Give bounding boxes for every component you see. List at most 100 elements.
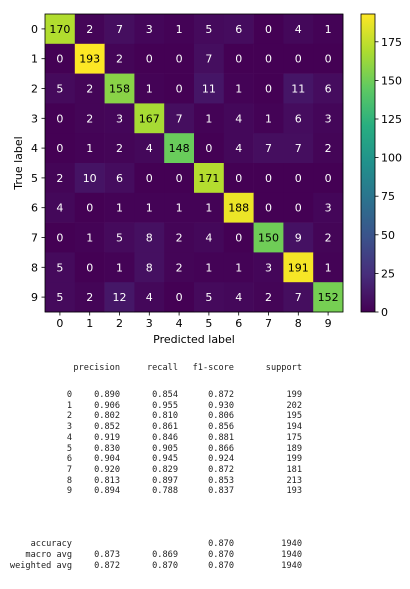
cell-value-label: 0 [265,83,272,96]
report-cell: 0.920 [94,464,120,475]
cell-value-label: 0 [235,232,242,245]
report-summary-cell: 0.869 [152,550,178,560]
heatmap-cell [313,73,344,104]
report-cell: 0.810 [152,411,178,422]
cell-value-label: 5 [56,291,63,304]
x-axis-label: Predicted label [153,333,235,346]
cell-value-label: 10 [83,172,97,185]
confusion-matrix-chart: 170 2 7 3 1 5 6 0 4 10 193 2 0 0 7 0 0 0 05 2 158 1 0 11 1 0 11 60 2… [12,13,402,346]
heatmap-cell [164,163,195,194]
heatmap-cell [74,252,105,283]
cell-value-label: 5 [205,23,212,36]
heatmap-cell [313,222,344,253]
report-cell: 0.904 [94,454,120,465]
x-tick-label: 5 [205,317,212,330]
cell-value-label: 2 [86,83,93,96]
cell-value-label: 1 [205,261,212,274]
heatmap-cell [134,43,165,74]
colorbar-ticks: 0 25 50 75 100 125 150 175 [375,36,402,319]
heatmap-cell [194,163,225,194]
y-tick-label: 2 [31,83,38,96]
heatmap-cell [253,282,284,313]
cell-value-label: 0 [146,172,153,185]
cell-value-label: 0 [86,261,93,274]
y-axis-label: True label [12,136,25,190]
cell-value-label: 2 [116,142,123,155]
report-summary-cell: 0.870 [208,561,234,571]
cell-value-label: 4 [235,112,242,125]
cell-value-label: 2 [176,232,183,245]
report-summary-cell: 0.872 [94,561,120,571]
x-tick-label: 6 [235,317,242,330]
report-row-label: 3 [66,422,72,433]
heatmap-cell [313,163,344,194]
report-cell: 0.830 [94,443,120,454]
cell-value-label: 0 [265,53,272,66]
cell-value-label: 0 [295,53,302,66]
cell-value-label: 6 [116,172,123,185]
cell-value-label: 6 [295,112,302,125]
heatmap-cell [283,192,314,223]
cell-value-label: 152 [318,291,339,304]
cell-value-label: 11 [202,83,216,96]
y-tick-label: 4 [31,142,38,155]
heatmap-cell [104,252,135,283]
cell-value-label: 1 [86,142,93,155]
heatmap-cell [45,222,76,253]
heatmap-cell [164,192,195,223]
cell-value-label: 3 [116,112,123,125]
report-row-label: 2 [66,411,72,422]
report-cell: 0.854 [152,390,178,400]
heatmap-cell [223,282,254,313]
heatmap-cell [313,103,344,134]
cell-value-label: 4 [235,142,242,155]
report-cell: 195 [286,411,302,422]
heatmap-cell [313,43,344,74]
cell-value-label: 0 [235,172,242,185]
colorbar-tick-label: 50 [381,229,395,242]
heatmap-cell [45,14,76,45]
cell-value-label: 2 [86,23,93,36]
heatmap-cell [253,73,284,104]
heatmap-cell [164,73,195,104]
heatmap-cells: 170 2 7 3 1 5 6 0 4 10 193 2 0 0 7 0 0 0 05 2 158 1 0 11 1 0 11 60 2… [45,14,344,313]
heatmap-cell [74,282,105,313]
cell-value-label: 191 [288,261,309,274]
cell-value-label: 4 [56,202,63,215]
heatmap-cell [134,163,165,194]
heatmap-cell [74,133,105,164]
report-summary-cell: 1940 [281,561,302,571]
cell-value-label: 7 [265,142,272,155]
heatmap-cell [104,222,135,253]
cell-value-label: 1 [146,202,153,215]
heatmap-cell [283,103,314,134]
heatmap-cell [283,73,314,104]
cell-value-label: 188 [228,202,249,215]
cell-value-label: 2 [176,261,183,274]
heatmap-cell [313,133,344,164]
report-cell: 213 [286,475,302,486]
heatmap-cell [223,14,254,45]
heatmap-cell [253,222,284,253]
cell-value-label: 11 [291,83,305,96]
report-column-header: recall [146,363,178,373]
cell-value-label: 7 [295,142,302,155]
cell-value-label: 1 [265,112,272,125]
cell-value-label: 9 [295,232,302,245]
y-axis-ticks: 0 1 2 3 4 5 6 7 8 9 [31,23,45,304]
cell-value-label: 0 [205,142,212,155]
cell-value-label: 1 [176,23,183,36]
y-tick-label: 8 [31,261,38,274]
report-row-label: 5 [66,443,72,454]
heatmap-cell [223,192,254,223]
cell-value-label: 7 [205,53,212,66]
colorbar-tick-label: 25 [381,267,395,280]
cell-value-label: 2 [56,172,63,185]
y-tick-label: 5 [31,172,38,185]
report-summary-label: accuracy [30,539,72,549]
report-cell: 0.894 [94,486,120,497]
colorbar-tick-label: 175 [381,36,402,49]
heatmap-cell [74,14,105,45]
heatmap-cell [45,103,76,134]
report-cell: 199 [286,390,302,400]
